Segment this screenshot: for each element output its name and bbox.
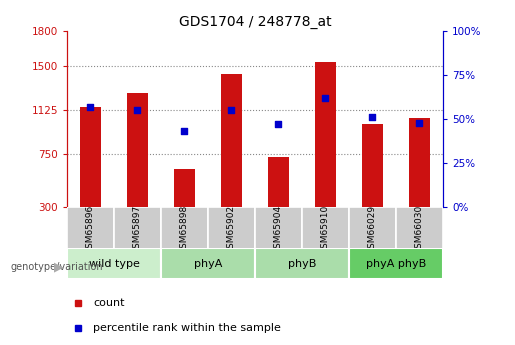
Point: [227, 108, 235, 113]
Bar: [80, 107, 101, 242]
Bar: [396, 207, 443, 252]
Point: [415, 120, 423, 125]
Bar: [161, 248, 255, 279]
Text: GSM65910: GSM65910: [321, 205, 330, 254]
Point: [274, 121, 283, 127]
Text: phyA: phyA: [194, 259, 222, 269]
Text: phyB: phyB: [288, 259, 316, 269]
Bar: [268, 157, 289, 242]
Text: GSM65896: GSM65896: [86, 205, 95, 254]
Text: GSM65898: GSM65898: [180, 205, 189, 254]
Point: [180, 129, 188, 134]
Bar: [409, 118, 430, 242]
Bar: [362, 124, 383, 242]
Text: GSM65904: GSM65904: [274, 205, 283, 254]
Title: GDS1704 / 248778_at: GDS1704 / 248778_at: [179, 14, 331, 29]
Text: GSM65902: GSM65902: [227, 205, 236, 254]
Bar: [67, 248, 161, 279]
Bar: [349, 248, 443, 279]
Text: GSM66030: GSM66030: [415, 205, 424, 254]
Text: percentile rank within the sample: percentile rank within the sample: [93, 323, 281, 333]
Point: [133, 108, 142, 113]
Point: [87, 104, 95, 109]
Bar: [302, 207, 349, 252]
Bar: [221, 75, 242, 242]
Bar: [114, 207, 161, 252]
Bar: [315, 61, 336, 242]
Point: [368, 115, 376, 120]
Text: ▶: ▶: [55, 261, 64, 274]
Bar: [127, 93, 148, 242]
Bar: [67, 207, 114, 252]
Point: [321, 95, 330, 101]
Bar: [161, 207, 208, 252]
Bar: [208, 207, 255, 252]
Text: GSM66029: GSM66029: [368, 205, 377, 254]
Bar: [255, 248, 349, 279]
Text: wild type: wild type: [89, 259, 140, 269]
Text: phyA phyB: phyA phyB: [366, 259, 426, 269]
Text: GSM65897: GSM65897: [133, 205, 142, 254]
Bar: [255, 207, 302, 252]
Text: count: count: [93, 298, 125, 308]
Text: genotype/variation: genotype/variation: [10, 263, 103, 272]
Bar: [349, 207, 396, 252]
Bar: [174, 169, 195, 242]
